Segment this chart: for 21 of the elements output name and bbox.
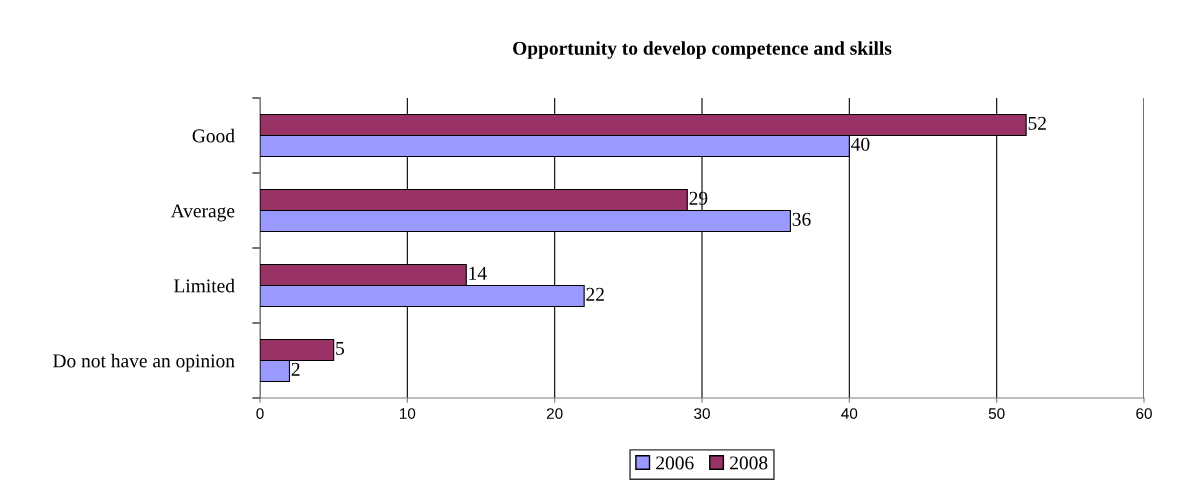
y-tick-label: Do not have an opinion: [53, 353, 235, 372]
x-tick-label: 40: [841, 408, 858, 419]
x-tick-label: 30: [694, 408, 710, 419]
data-label: 40: [851, 137, 870, 151]
x-tick-label: 60: [1136, 408, 1152, 419]
y-tick-label: Limited: [174, 278, 235, 293]
data-label: 52: [1028, 116, 1046, 130]
data-label: 2: [291, 362, 300, 376]
data-label: 5: [336, 341, 345, 355]
legend-label: 2006: [656, 456, 694, 470]
x-tick-label: 10: [400, 408, 416, 419]
chart-title: Opportunity to develop competence and skills: [513, 41, 892, 59]
y-tick-label: Good: [192, 128, 235, 143]
data-label: 22: [586, 287, 604, 301]
x-tick-label: 50: [988, 408, 1005, 419]
data-label: 36: [792, 212, 811, 226]
x-tick-label: 20: [546, 408, 563, 419]
data-label: 14: [469, 266, 487, 280]
y-tick-label: Average: [170, 204, 235, 222]
x-tick-label: 0: [256, 408, 264, 419]
legend-label: 2008: [730, 456, 768, 470]
